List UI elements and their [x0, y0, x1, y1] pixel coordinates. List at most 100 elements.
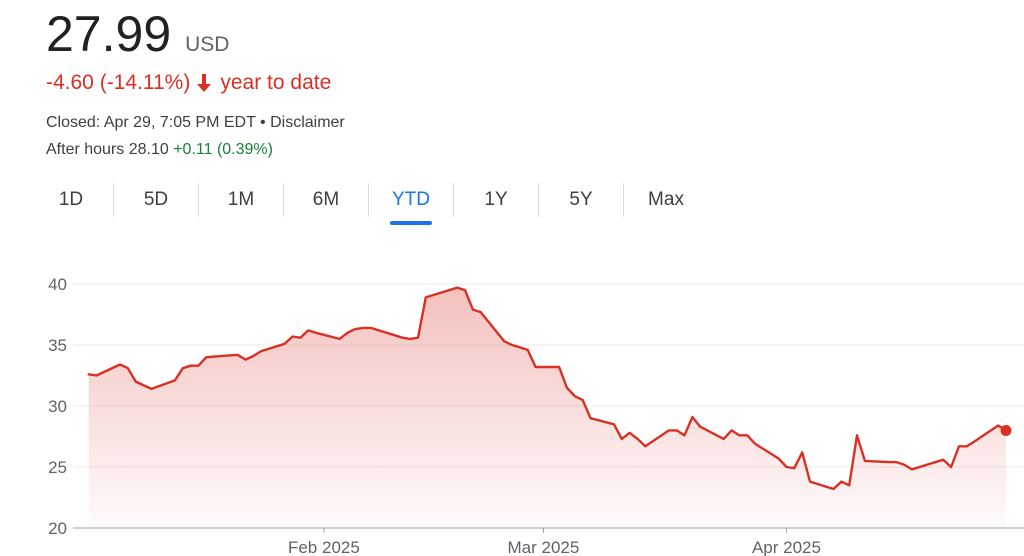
after-hours: After hours 28.10 +0.11 (0.39%)	[46, 140, 273, 160]
tab-1y[interactable]: 1Y	[484, 189, 508, 210]
current-price: 27.99	[46, 6, 172, 62]
data-point	[501, 338, 507, 344]
data-point	[533, 364, 539, 370]
data-point	[846, 482, 852, 488]
tab-divider	[198, 183, 199, 217]
data-point	[352, 326, 358, 332]
change-value: -4.60 (-14.11%)	[46, 71, 191, 94]
data-point	[862, 458, 868, 464]
tab-divider	[538, 183, 539, 217]
data-point	[642, 443, 648, 449]
after-hours-change: +0.11 (0.39%)	[173, 141, 273, 158]
data-point	[133, 379, 139, 385]
data-point	[838, 479, 844, 485]
tab-ytd[interactable]: YTD	[369, 182, 453, 225]
data-point	[729, 427, 735, 433]
data-point	[368, 325, 374, 331]
x-tick-label: Feb 2025	[288, 538, 360, 556]
data-point	[399, 335, 405, 341]
data-point	[250, 353, 256, 359]
data-point	[203, 354, 209, 360]
tab-1d[interactable]: 1D	[58, 189, 84, 210]
data-point	[180, 365, 186, 371]
data-point	[297, 335, 303, 341]
data-point	[799, 449, 805, 455]
data-point	[893, 459, 899, 465]
data-point	[885, 459, 891, 465]
data-point	[909, 466, 915, 472]
price-area	[88, 287, 1006, 528]
y-tick-label: 20	[48, 519, 67, 538]
data-point	[242, 357, 248, 363]
data-point	[470, 307, 476, 313]
data-point	[854, 432, 860, 438]
data-point	[995, 423, 1001, 429]
data-point	[791, 465, 797, 471]
data-point	[556, 364, 562, 370]
data-point	[940, 457, 946, 463]
tab-5y[interactable]: 5Y	[569, 189, 593, 210]
data-point	[172, 377, 178, 383]
data-point	[956, 443, 962, 449]
x-tick-label: Apr 2025	[752, 538, 821, 556]
data-point	[807, 479, 813, 485]
data-point	[391, 332, 397, 338]
ytd-change: -4.60 (-14.11%) year to date	[46, 70, 331, 96]
y-tick-label: 30	[48, 397, 67, 416]
currency-label: USD	[185, 33, 230, 56]
data-point	[188, 363, 194, 369]
data-point	[407, 336, 413, 342]
data-point	[344, 330, 350, 336]
after-hours-price: After hours 28.10	[46, 141, 169, 158]
data-point	[736, 432, 742, 438]
data-point	[415, 335, 421, 341]
data-point	[258, 348, 264, 354]
data-point	[697, 424, 703, 430]
price-chart[interactable]: 20 25 30 35 40 Feb 2025 Mar 2025 Apr 2025	[0, 250, 1024, 556]
data-point	[94, 373, 100, 379]
data-point	[282, 341, 288, 347]
data-point	[509, 342, 515, 348]
change-period: year to date	[220, 71, 332, 94]
data-point	[948, 464, 954, 470]
tab-divider	[283, 183, 284, 217]
data-point	[611, 421, 617, 427]
tab-divider	[623, 183, 624, 217]
data-point	[674, 427, 680, 433]
data-point	[305, 327, 311, 333]
data-point	[117, 362, 123, 368]
y-tick-label: 25	[48, 458, 67, 477]
tab-5d[interactable]: 5D	[143, 189, 169, 210]
time-range-tabs: 1D 5D 1M 6M YTD 1Y 5Y Max	[29, 182, 708, 225]
y-tick-label: 40	[48, 275, 67, 294]
data-point	[454, 285, 460, 291]
data-point	[964, 443, 970, 449]
data-point	[682, 432, 688, 438]
data-point	[360, 325, 366, 331]
tab-divider	[453, 183, 454, 217]
data-point	[517, 344, 523, 350]
data-point	[744, 432, 750, 438]
data-point	[587, 415, 593, 421]
price-line	[87, 286, 1008, 491]
x-tick-label: Mar 2025	[508, 538, 580, 556]
data-point	[627, 430, 633, 436]
data-point	[831, 486, 837, 492]
data-point	[580, 397, 586, 403]
last-price-dot	[1000, 425, 1012, 437]
tab-1m[interactable]: 1M	[227, 189, 255, 210]
tab-divider	[113, 183, 114, 217]
tab-max[interactable]: Max	[648, 189, 684, 210]
data-point	[689, 414, 695, 420]
data-point	[972, 438, 978, 444]
data-point	[619, 436, 625, 442]
data-point	[148, 386, 154, 392]
market-status: Closed: Apr 29, 7:05 PM EDT • Disclaimer	[46, 114, 345, 131]
data-point	[901, 462, 907, 468]
tab-6m[interactable]: 6M	[312, 189, 340, 210]
tab-divider	[368, 183, 369, 217]
data-point	[564, 385, 570, 391]
data-point	[478, 309, 484, 315]
data-point	[195, 363, 201, 369]
data-point	[125, 365, 131, 371]
